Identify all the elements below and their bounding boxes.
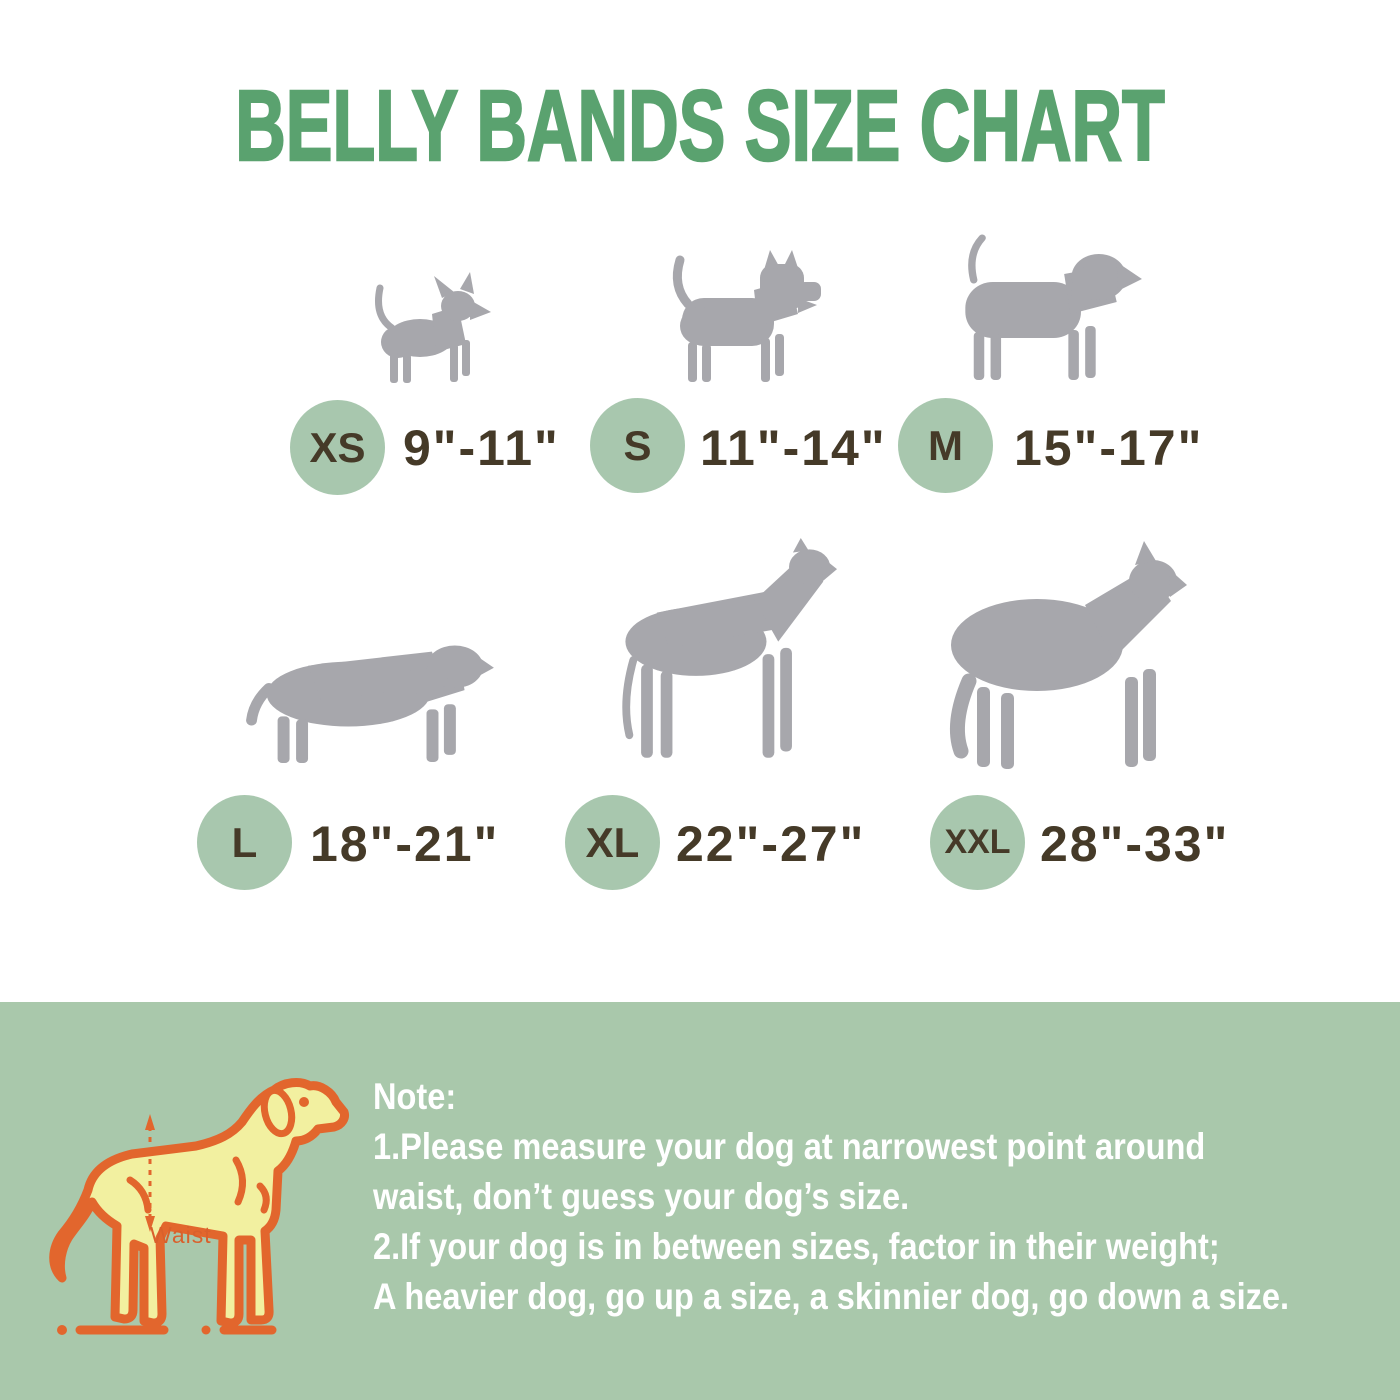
note-line-4: A heavier dog, go up a size, a skinnier … bbox=[373, 1276, 1290, 1317]
waist-label: Waist bbox=[150, 1222, 212, 1248]
size-range-xl: 22"-27" bbox=[676, 816, 866, 872]
terrier-silhouette-icon bbox=[672, 250, 821, 382]
page-title: BELLY BANDS SIZE CHART bbox=[234, 70, 1165, 182]
size-badge-xxl: XXL bbox=[930, 795, 1025, 890]
ground-dashes bbox=[57, 1325, 277, 1335]
size-range-l: 18"-21" bbox=[310, 816, 500, 872]
size-badge-xs: XS bbox=[290, 400, 385, 495]
size-badge-s: S bbox=[590, 398, 685, 493]
note-text: Note: 1.Please measure your dog at narro… bbox=[373, 1072, 1394, 1322]
dog-eye bbox=[299, 1097, 309, 1107]
size-label-s: S bbox=[623, 421, 652, 469]
dog-ear bbox=[260, 1086, 296, 1138]
note-line-1: 1.Please measure your dog at narrowest p… bbox=[373, 1126, 1206, 1167]
size-label-l: L bbox=[231, 818, 258, 866]
note-heading: Note: bbox=[373, 1076, 457, 1117]
note-line-3: 2.If your dog is in between sizes, facto… bbox=[373, 1226, 1220, 1267]
size-badge-xl: XL bbox=[565, 795, 660, 890]
size-label-xl: XL bbox=[585, 818, 640, 866]
shepherd-silhouette-icon bbox=[949, 541, 1187, 769]
size-range-xs: 9"-11" bbox=[403, 420, 560, 476]
great-dane-silhouette-icon bbox=[622, 538, 838, 758]
size-badge-m: M bbox=[898, 398, 993, 493]
waist-measure-line bbox=[145, 1114, 155, 1232]
labrador-silhouette-icon bbox=[246, 645, 494, 763]
size-label-m: M bbox=[928, 421, 963, 469]
size-range-m: 15"-17" bbox=[1014, 420, 1204, 476]
size-badge-l: L bbox=[197, 795, 292, 890]
dog-waist-measurement-illustration bbox=[49, 1078, 349, 1335]
muscle-detail-lines bbox=[126, 1156, 270, 1214]
size-range-xxl: 28"-33" bbox=[1040, 816, 1230, 872]
size-range-s: 11"-14" bbox=[700, 420, 887, 476]
size-label-xs: XS bbox=[309, 423, 366, 471]
chihuahua-silhouette-icon bbox=[375, 272, 491, 383]
note-line-2: waist, don’t guess your dog’s size. bbox=[373, 1176, 910, 1217]
beagle-silhouette-icon bbox=[965, 234, 1142, 380]
size-label-xxl: XXL bbox=[944, 823, 1011, 861]
